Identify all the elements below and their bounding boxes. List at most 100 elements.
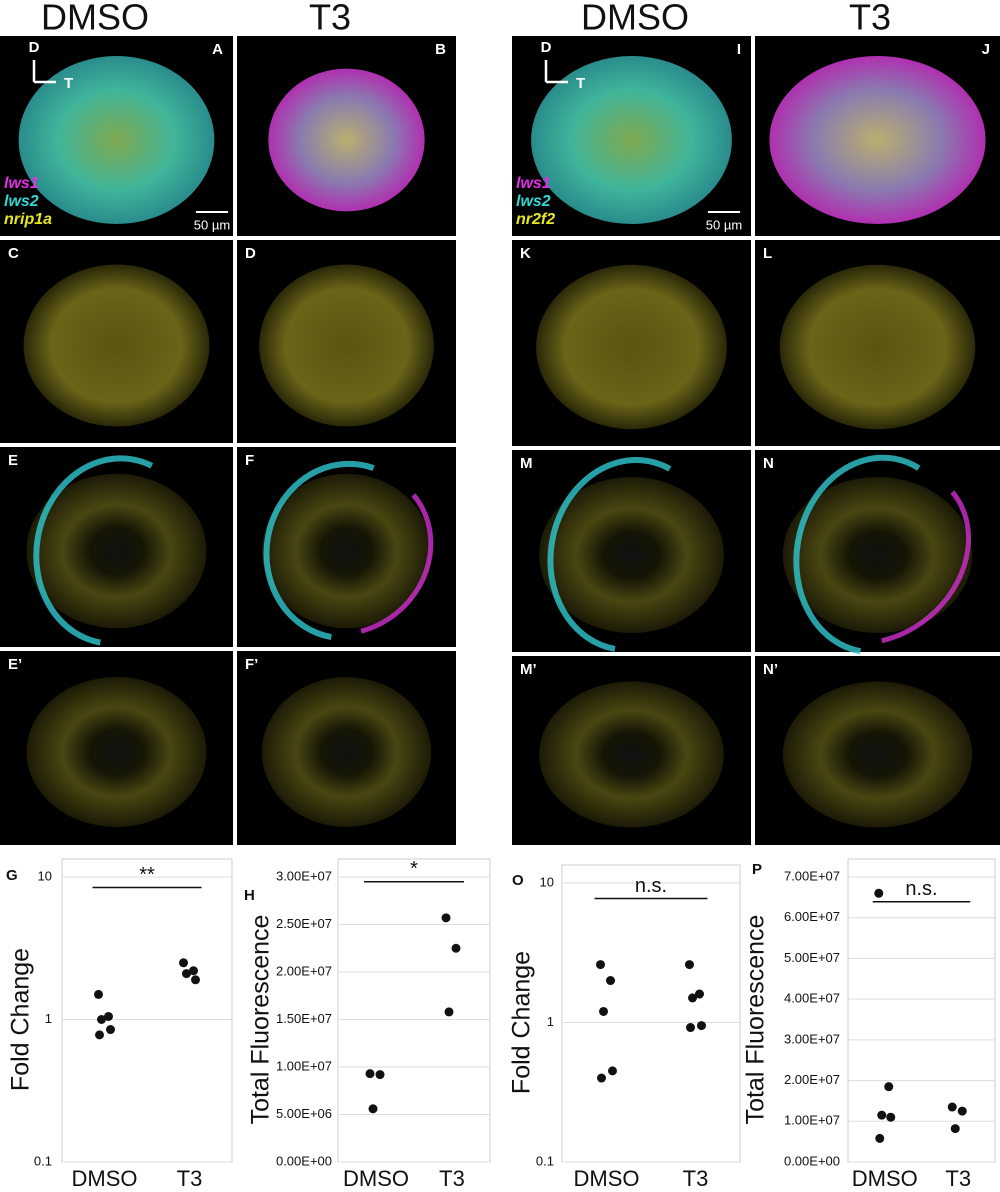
panel-label: K (520, 245, 531, 262)
data-point (874, 888, 884, 898)
y-axis-label: Total Fluorescence (742, 915, 770, 1125)
y-tick-label: 0.00E+00 (784, 1153, 840, 1168)
plot-frame (337, 858, 491, 1163)
panel-label: A (212, 41, 223, 58)
gene-label: lws2 (4, 193, 39, 210)
y-tick-label: 5.00E+07 (784, 950, 840, 965)
axis-label: T (576, 75, 585, 92)
gene-label: nr2f2 (516, 211, 555, 228)
panel-label: E (8, 452, 18, 469)
y-tick-label: 6.00E+07 (784, 909, 840, 924)
data-point (950, 1124, 960, 1134)
data-point (695, 989, 704, 999)
data-point (957, 1106, 967, 1116)
panel-label: C (8, 245, 19, 262)
retina-edge (547, 457, 716, 653)
axis-label: D (29, 39, 40, 56)
panel-label: E’ (8, 656, 22, 673)
y-tick-label: 2.50E+07 (276, 916, 332, 931)
gene-label: nrip1a (4, 211, 52, 228)
data-point (179, 958, 188, 968)
y-tick-label: 3.00E+07 (784, 1031, 840, 1046)
y-tick-label: 3.00E+07 (276, 868, 332, 883)
retina-image (259, 264, 434, 427)
retina-image (261, 677, 432, 827)
x-tick-label: T3 (683, 1166, 709, 1191)
data-point (685, 960, 694, 970)
data-point (97, 1015, 106, 1024)
retina-image (268, 68, 425, 212)
retina-image (779, 264, 976, 430)
panel-label: L (763, 245, 772, 262)
data-point (947, 1102, 957, 1112)
y-tick-label: 0.1 (536, 1153, 554, 1168)
data-point (444, 1007, 454, 1017)
x-tick-label: DMSO (343, 1166, 409, 1191)
retina-image (26, 677, 207, 827)
y-tick-label: 5.00E+06 (276, 1106, 332, 1121)
column-header: T3 (849, 0, 891, 38)
retina-image (782, 681, 973, 828)
retina-image (539, 681, 724, 828)
data-point (106, 1025, 115, 1035)
gene-label: lws1 (4, 175, 39, 192)
scale-label: 50 µm (706, 217, 742, 232)
panel-label: M’ (520, 661, 537, 678)
column-header: T3 (309, 0, 351, 38)
data-point (189, 966, 198, 976)
gene-label: lws1 (516, 175, 551, 192)
retina-image (539, 476, 724, 634)
data-point (375, 1070, 385, 1080)
x-tick-label: DMSO (852, 1166, 918, 1191)
y-tick-label: 7.00E+07 (784, 868, 840, 883)
panel-label: F’ (245, 656, 258, 673)
data-point (688, 993, 697, 1003)
y-tick-label: 2.00E+07 (276, 963, 332, 978)
axis-label: T (64, 75, 73, 92)
retina-image (26, 473, 207, 629)
panel-label: B (435, 41, 446, 58)
retina-image (536, 264, 727, 430)
data-point (95, 1030, 104, 1040)
y-tick-label: 10 (38, 868, 52, 883)
chart-label: P (752, 861, 762, 878)
plot-frame (61, 858, 233, 1163)
retina-image (18, 56, 215, 224)
data-point (877, 1110, 887, 1120)
scale-label: 50 µm (194, 217, 230, 232)
significance-label: ** (139, 864, 155, 886)
data-point (608, 1066, 617, 1076)
data-point (182, 969, 191, 979)
x-tick-label: T3 (439, 1166, 465, 1191)
y-tick-label: 4.00E+07 (784, 991, 840, 1006)
retina-edge (33, 455, 200, 647)
retina-image (531, 56, 732, 224)
panel-label: D (245, 245, 256, 262)
y-axis-label: Total Fluorescence (247, 915, 275, 1125)
plot-frame (847, 858, 996, 1163)
data-point (441, 913, 451, 923)
retina-image (769, 56, 986, 224)
data-point (94, 989, 103, 999)
significance-label: n.s. (635, 875, 667, 897)
data-point (451, 943, 461, 953)
significance-label: * (410, 858, 418, 880)
panel-label: N’ (763, 661, 778, 678)
y-tick-label: 0.00E+00 (276, 1153, 332, 1168)
data-point (368, 1104, 378, 1114)
data-point (599, 1006, 608, 1016)
data-point (697, 1021, 706, 1031)
panel-label: J (982, 41, 990, 58)
retina-image (782, 476, 973, 634)
y-tick-label: 2.00E+07 (784, 1072, 840, 1087)
plot-frame (561, 864, 741, 1163)
panel-label: M (520, 455, 533, 472)
data-point (875, 1133, 885, 1143)
y-tick-label: 1 (547, 1014, 554, 1029)
retina-image (261, 473, 432, 629)
retina-edge (783, 464, 972, 646)
y-tick-label: 1 (45, 1011, 52, 1026)
x-tick-label: T3 (177, 1166, 203, 1191)
chart-label: G (6, 867, 18, 884)
